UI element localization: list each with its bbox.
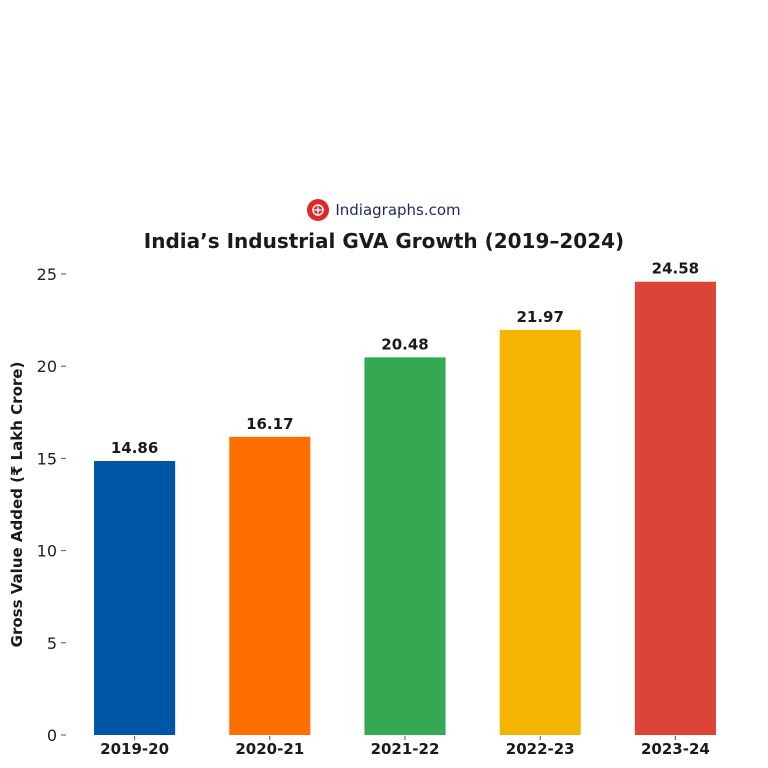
brand-name: Indiagraphs.com bbox=[335, 201, 461, 219]
bar bbox=[364, 357, 446, 735]
data-label: 21.97 bbox=[516, 308, 563, 326]
y-tick-label: 10 bbox=[37, 542, 57, 561]
data-label: 24.58 bbox=[652, 260, 699, 278]
brand-logo-icon bbox=[307, 199, 330, 221]
data-label: 20.48 bbox=[381, 335, 428, 353]
bar bbox=[634, 281, 716, 735]
x-tick-label: 2019-20 bbox=[100, 740, 169, 758]
x-tick-label: 2020-21 bbox=[235, 740, 304, 758]
brand-header: Indiagraphs.com bbox=[0, 199, 768, 221]
x-tick-label: 2021-22 bbox=[371, 740, 440, 758]
chart-title: India’s Industrial GVA Growth (2019–2024… bbox=[143, 229, 625, 253]
y-tick-label: 0 bbox=[47, 726, 57, 745]
x-tick-label: 2023-24 bbox=[641, 740, 710, 758]
y-axis-label: Gross Value Added (₹ Lakh Crore) bbox=[8, 362, 26, 648]
data-label: 14.86 bbox=[111, 439, 158, 457]
data-label: 16.17 bbox=[246, 415, 293, 433]
bar bbox=[499, 329, 581, 735]
x-tick-label: 2022-23 bbox=[506, 740, 575, 758]
bar bbox=[94, 460, 176, 735]
y-tick-label: 25 bbox=[37, 265, 57, 284]
y-tick-label: 5 bbox=[47, 634, 57, 653]
y-tick-label: 20 bbox=[37, 357, 57, 376]
bar bbox=[229, 436, 311, 735]
y-tick-label: 15 bbox=[37, 449, 57, 468]
